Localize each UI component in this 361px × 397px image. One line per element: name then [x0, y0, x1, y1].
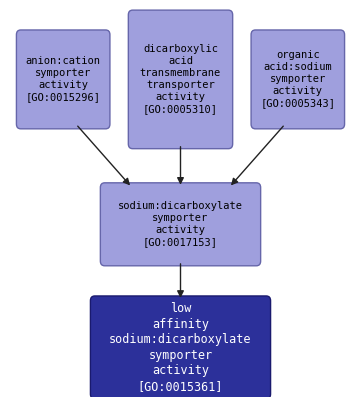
- Text: sodium:dicarboxylate
symporter
activity
[GO:0017153]: sodium:dicarboxylate symporter activity …: [118, 201, 243, 247]
- FancyBboxPatch shape: [100, 183, 261, 266]
- Text: anion:cation
symporter
activity
[GO:0015296]: anion:cation symporter activity [GO:0015…: [26, 56, 101, 102]
- FancyBboxPatch shape: [251, 30, 344, 129]
- Text: low
affinity
sodium:dicarboxylate
symporter
activity
[GO:0015361]: low affinity sodium:dicarboxylate sympor…: [109, 302, 252, 393]
- FancyBboxPatch shape: [129, 10, 233, 148]
- Text: organic
acid:sodium
symporter
activity
[GO:0005343]: organic acid:sodium symporter activity […: [260, 50, 335, 108]
- FancyBboxPatch shape: [90, 296, 271, 397]
- FancyBboxPatch shape: [17, 30, 110, 129]
- Text: dicarboxylic
acid
transmembrane
transporter
activity
[GO:0005310]: dicarboxylic acid transmembrane transpor…: [140, 44, 221, 114]
